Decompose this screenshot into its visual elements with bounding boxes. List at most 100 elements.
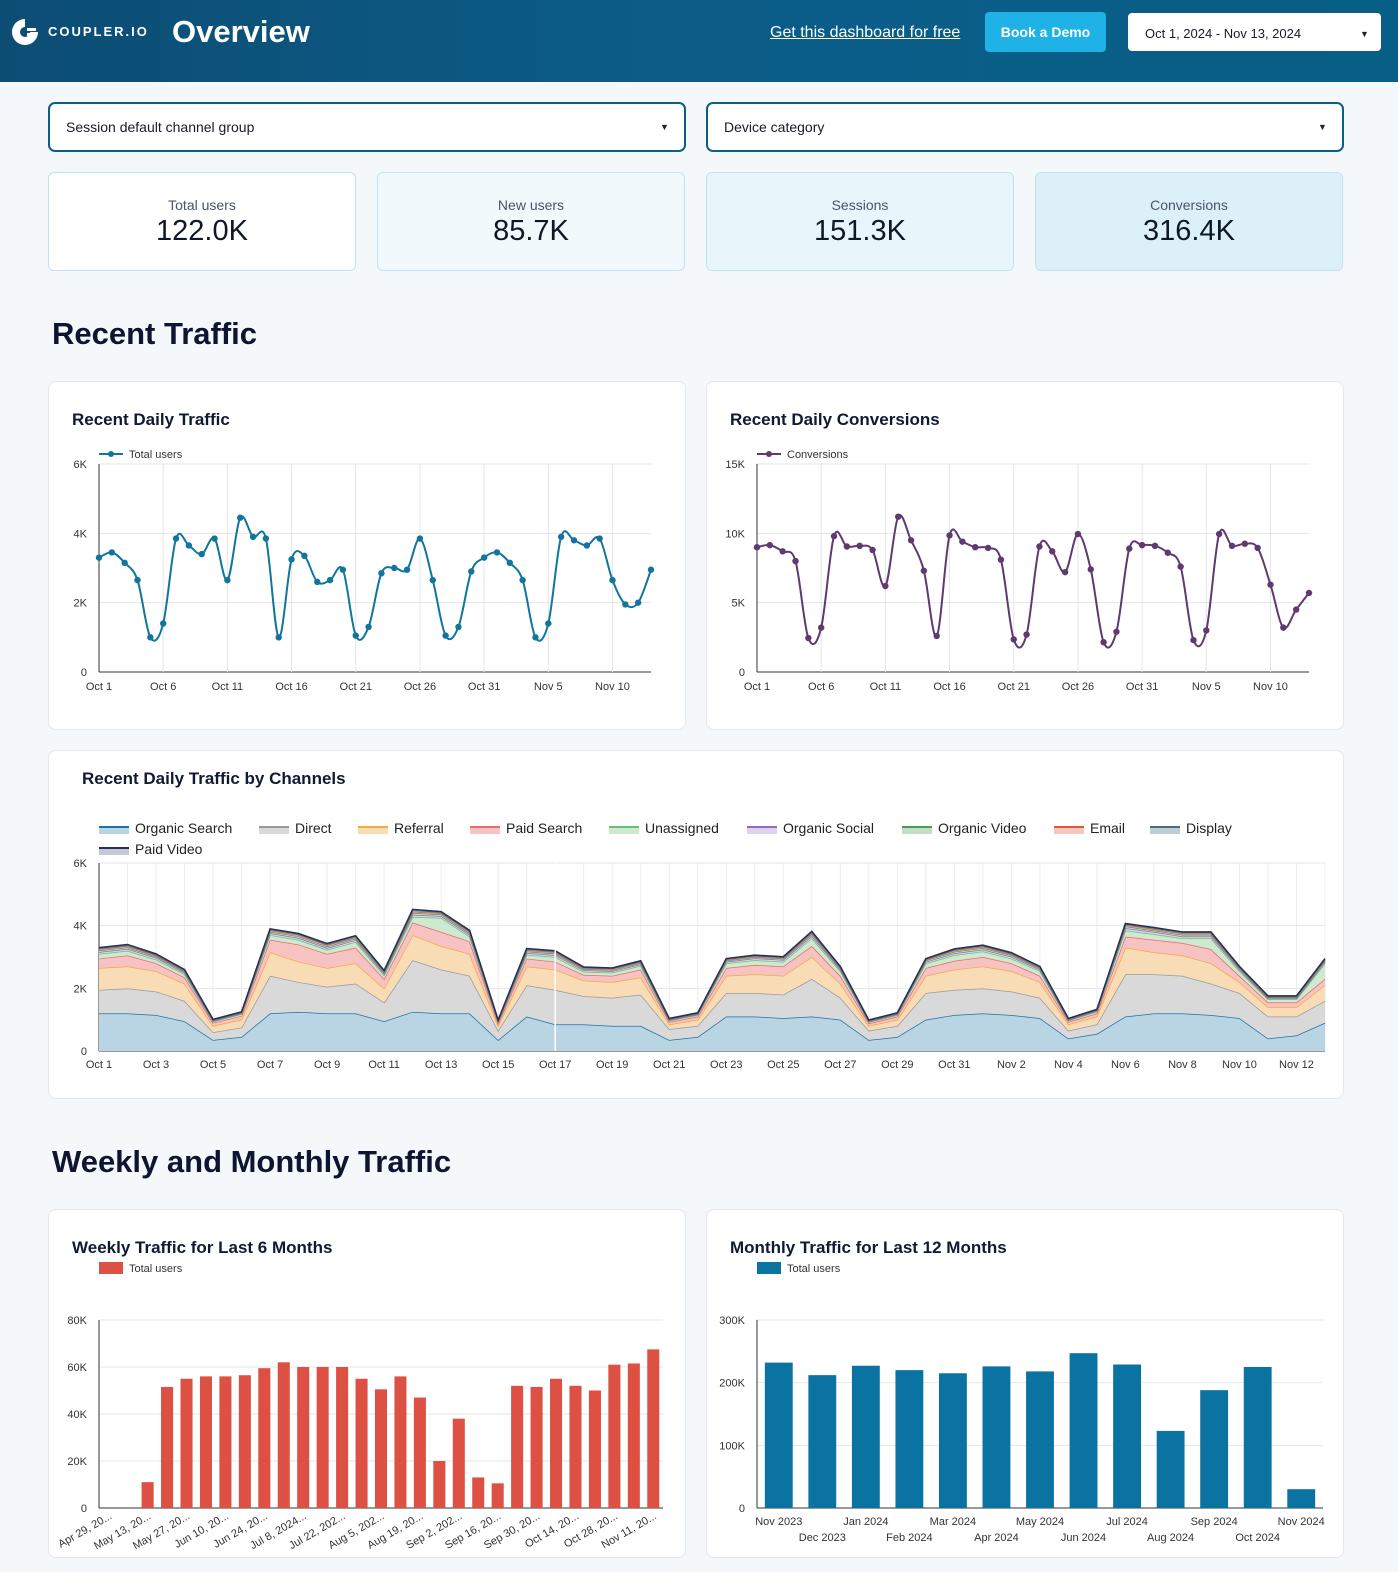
legend-swatch [609,827,639,834]
bar [277,1362,290,1508]
date-range-picker[interactable]: Oct 1, 2024 - Nov 13, 2024 ▼ [1126,11,1383,53]
bar [627,1363,640,1508]
section-title-recent: Recent Traffic [52,316,258,351]
x-tick-label: Oct 2024 [1235,1532,1280,1544]
legend-label: Total users [129,1263,183,1275]
kpi-value: 316.4K [1143,215,1235,247]
data-point [224,576,231,584]
kpi-sessions: Sessions 151.3K [706,172,1014,271]
get-dashboard-link[interactable]: Get this dashboard for free [770,24,961,41]
legend-label: Unassigned [645,820,719,836]
x-tick-label: Oct 27 [824,1059,856,1071]
bar [588,1390,601,1508]
data-point [1061,568,1069,576]
bar [982,1366,1011,1508]
bar [938,1373,967,1508]
data-point [557,533,565,540]
bar [569,1385,582,1508]
book-demo-button[interactable]: Book a Demo [985,12,1106,52]
area-referral [99,935,1325,1033]
data-point [480,554,488,561]
x-tick-label: Oct 31 [938,1059,970,1071]
data-point [391,564,398,572]
card-daily-traffic: Recent Daily Traffic 0 2K 4K 6K Oct 1 Oct 6 Oc… [48,381,686,730]
x-tick-label: Oct 11 [368,1059,400,1071]
data-point [933,632,940,640]
data-point [1203,627,1210,634]
page-title: Overview [172,14,310,49]
header-bar: COUPLER.IO Overview Get this dashboard f… [0,0,1398,82]
y-tick-label: 40K [67,1409,87,1421]
bar [511,1385,524,1508]
x-tick-label: Oct 6 [808,681,834,693]
x-tick-label: Oct 15 [482,1059,514,1071]
x-tick-label: Nov 10 [595,681,630,693]
device-category-filter[interactable]: Device category ▼ [706,102,1344,152]
kpi-value: 122.0K [156,215,248,247]
bar [355,1378,368,1508]
y-tick-label: 200K [719,1378,745,1390]
x-tick-label: Nov 10 [1222,1059,1257,1071]
x-tick-label: May 2024 [1016,1516,1064,1528]
data-point [95,554,103,561]
legend-swatch [902,827,932,834]
daily-conversions-chart: 0 5K 10K 15K Oct 1 Oct 6 Oct 11 Oct 16 Oct 21 Oct… [725,449,1313,693]
legend-swatch [99,827,129,834]
x-tick-label: Oct 3 [143,1059,169,1071]
data-point [856,542,863,550]
legend-label: Organic Social [783,820,874,836]
data-point [1023,631,1030,638]
legend-swatch [358,827,388,834]
channel-group-filter[interactable]: Session default channel group ▼ [48,102,686,152]
data-point [1138,541,1146,549]
legend-label: Organic Video [938,820,1027,836]
legend-swatch [757,1262,781,1274]
data-point [506,559,513,566]
bar [238,1375,251,1508]
bar [472,1477,485,1508]
data-point [326,576,334,584]
data-point [301,552,308,560]
data-point [622,601,629,608]
x-tick-label: Oct 6 [150,681,176,693]
device-category-filter-label: Device category [724,119,825,135]
bar [199,1376,212,1508]
bar [491,1483,504,1508]
x-tick-label: Oct 16 [933,681,965,693]
data-point [972,544,979,551]
channel-group-filter-label: Session default channel group [66,119,255,135]
data-point [1126,545,1133,552]
x-tick-label: Oct 1 [86,1059,112,1071]
data-point [134,576,141,584]
y-tick-label: 0 [81,1503,87,1515]
bar [1156,1430,1185,1508]
data-point [172,535,180,542]
data-point [1113,628,1120,635]
data-point [634,599,642,606]
x-tick-label: Oct 1 [86,681,112,693]
y-tick-label: 0 [81,667,87,679]
x-tick-label: Nov 5 [1192,681,1221,693]
data-point [570,537,578,544]
data-point [468,568,475,575]
daily-traffic-chart: 0 2K 4K 6K Oct 1 Oct 6 Oct 11 Oct 16 Oct 21 Oct 2… [74,449,655,693]
x-tick-label: Mar 2024 [930,1516,976,1528]
bar [141,1482,154,1508]
legend-marker [766,451,772,457]
x-tick-label: Nov 5 [534,681,563,693]
data-point [455,623,462,631]
coupler-logo-icon[interactable] [10,17,40,47]
caret-down-icon: ▼ [1318,122,1327,132]
x-tick-label: Oct 9 [314,1059,340,1071]
x-tick-label: Jul 2024 [1106,1516,1148,1528]
data-point [1241,540,1249,547]
x-tick-label: Oct 26 [404,681,436,693]
x-tick-label: Jun 2024 [1061,1532,1106,1544]
x-tick-label: Oct 11 [212,681,244,693]
legend-marker [108,451,114,457]
y-tick-label: 2K [74,598,88,610]
data-point [1151,542,1159,550]
data-point [843,543,851,550]
legend-label: Display [1186,820,1232,836]
y-tick-label: 60K [67,1362,87,1374]
